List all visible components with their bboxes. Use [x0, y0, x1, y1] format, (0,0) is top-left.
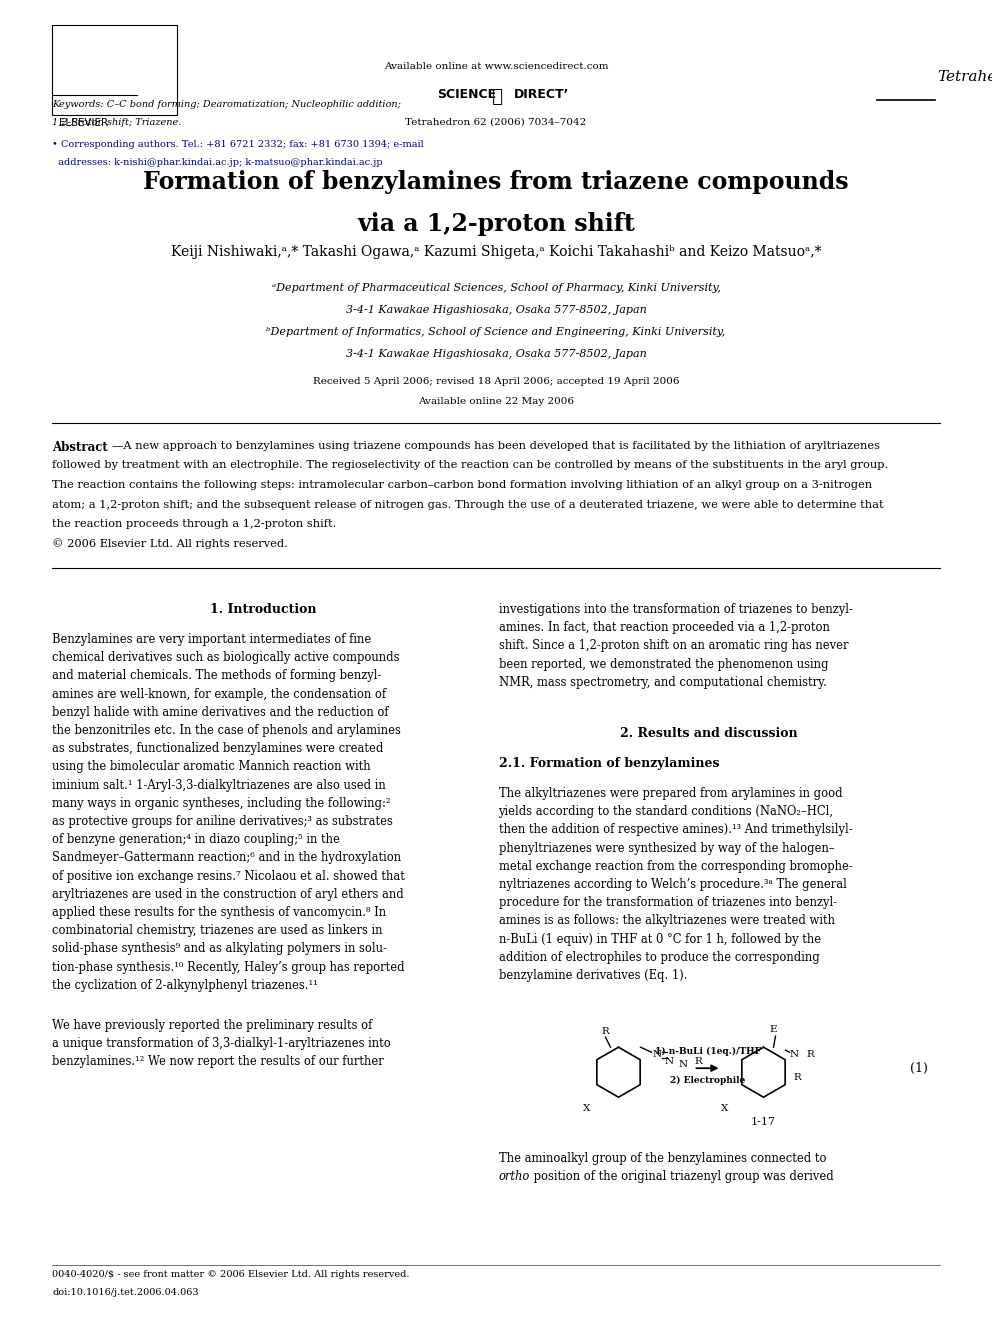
Text: DIRECT’: DIRECT’ [514, 89, 569, 101]
Text: amines is as follows: the alkyltriazenes were treated with: amines is as follows: the alkyltriazenes… [499, 914, 834, 927]
Text: E: E [770, 1025, 778, 1035]
Text: of positive ion exchange resins.⁷ Nicolaou et al. showed that: of positive ion exchange resins.⁷ Nicola… [52, 869, 405, 882]
Text: amines. In fact, that reaction proceeded via a 1,2-proton: amines. In fact, that reaction proceeded… [499, 622, 829, 634]
Text: Tetrahedron: Tetrahedron [937, 70, 992, 83]
Text: using the bimolecular aromatic Mannich reaction with: using the bimolecular aromatic Mannich r… [52, 761, 371, 774]
Text: The reaction contains the following steps: intramolecular carbon–carbon bond for: The reaction contains the following step… [52, 480, 872, 490]
Text: 1,2-Proton shift; Triazene.: 1,2-Proton shift; Triazene. [52, 118, 182, 127]
Text: the cyclization of 2-alkynylphenyl triazenes.¹¹: the cyclization of 2-alkynylphenyl triaz… [52, 979, 317, 992]
Text: shift. Since a 1,2-proton shift on an aromatic ring has never: shift. Since a 1,2-proton shift on an ar… [499, 639, 848, 652]
Text: addition of electrophiles to produce the corresponding: addition of electrophiles to produce the… [499, 951, 819, 963]
Text: Keiji Nishiwaki,ᵃ,* Takashi Ogawa,ᵃ Kazumi Shigeta,ᵃ Koichi Takahashiᵇ and Keizo: Keiji Nishiwaki,ᵃ,* Takashi Ogawa,ᵃ Kazu… [171, 245, 821, 259]
Text: position of the original triazenyl group was derived: position of the original triazenyl group… [530, 1171, 833, 1183]
Text: Available online at www.sciencedirect.com: Available online at www.sciencedirect.co… [384, 62, 608, 71]
Text: N: N [653, 1049, 662, 1058]
Text: a unique transformation of 3,3-dialkyl-1-aryltriazenes into: a unique transformation of 3,3-dialkyl-1… [52, 1037, 391, 1050]
Text: N: N [665, 1057, 674, 1066]
Text: aryltriazenes are used in the construction of aryl ethers and: aryltriazenes are used in the constructi… [52, 888, 404, 901]
Text: 1-17: 1-17 [751, 1117, 776, 1127]
Text: 1. Introduction: 1. Introduction [209, 603, 316, 617]
Text: been reported, we demonstrated the phenomenon using: been reported, we demonstrated the pheno… [499, 658, 828, 671]
Text: R: R [806, 1049, 814, 1058]
Text: benzylamines.¹² We now report the results of our further: benzylamines.¹² We now report the result… [52, 1056, 384, 1069]
Text: Benzylamines are very important intermediates of fine: Benzylamines are very important intermed… [52, 632, 371, 646]
FancyBboxPatch shape [52, 25, 177, 115]
Text: N: N [790, 1049, 799, 1058]
Text: • Corresponding authors. Tel.: +81 6721 2332; fax: +81 6730 1394; e-mail: • Corresponding authors. Tel.: +81 6721 … [52, 140, 424, 149]
Text: ELSEVIER: ELSEVIER [60, 118, 108, 128]
Text: tion-phase synthesis.¹⁰ Recently, Haley’s group has reported: tion-phase synthesis.¹⁰ Recently, Haley’… [52, 960, 405, 974]
Text: the reaction proceeds through a 1,2-proton shift.: the reaction proceeds through a 1,2-prot… [52, 519, 336, 529]
Text: 2.1. Formation of benzylamines: 2.1. Formation of benzylamines [499, 757, 719, 770]
Text: via a 1,2-proton shift: via a 1,2-proton shift [357, 212, 635, 235]
Text: Keywords: C–C bond forming; Dearomatization; Nucleophilic addition;: Keywords: C–C bond forming; Dearomatizat… [52, 101, 401, 108]
Text: Sandmeyer–Gattermann reaction;⁶ and in the hydroxylation: Sandmeyer–Gattermann reaction;⁶ and in t… [52, 852, 401, 864]
Text: R: R [794, 1073, 802, 1082]
Text: amines are well-known, for example, the condensation of: amines are well-known, for example, the … [52, 688, 386, 701]
Text: 1) n-BuLi (1eq.)/THF: 1) n-BuLi (1eq.)/THF [655, 1046, 761, 1056]
Text: as protective groups for aniline derivatives;³ as substrates: as protective groups for aniline derivat… [52, 815, 393, 828]
Text: The aminoalkyl group of the benzylamines connected to: The aminoalkyl group of the benzylamines… [499, 1152, 826, 1166]
Text: iminium salt.¹ 1-Aryl-3,3-dialkyltriazenes are also used in: iminium salt.¹ 1-Aryl-3,3-dialkyltriazen… [52, 779, 386, 791]
Text: SCIENCE: SCIENCE [436, 89, 496, 101]
Text: Tetrahedron 62 (2006) 7034–7042: Tetrahedron 62 (2006) 7034–7042 [406, 118, 586, 127]
Text: ᵃDepartment of Pharmaceutical Sciences, School of Pharmacy, Kinki University,: ᵃDepartment of Pharmaceutical Sciences, … [272, 283, 720, 292]
Text: of benzyne generation;⁴ in diazo coupling;⁵ in the: of benzyne generation;⁴ in diazo couplin… [52, 833, 340, 847]
Text: Received 5 April 2006; revised 18 April 2006; accepted 19 April 2006: Received 5 April 2006; revised 18 April … [312, 377, 680, 386]
Text: ⓐ: ⓐ [486, 89, 510, 106]
Text: (1): (1) [910, 1061, 928, 1074]
Text: procedure for the transformation of triazenes into benzyl-: procedure for the transformation of tria… [499, 896, 836, 909]
Text: nyltriazenes according to Welch’s procedure.³ᵃ The general: nyltriazenes according to Welch’s proced… [499, 878, 846, 890]
Text: metal exchange reaction from the corresponding bromophe-: metal exchange reaction from the corresp… [499, 860, 852, 873]
Text: —A new approach to benzylamines using triazene compounds has been developed that: —A new approach to benzylamines using tr… [112, 441, 880, 451]
Text: © 2006 Elsevier Ltd. All rights reserved.: © 2006 Elsevier Ltd. All rights reserved… [52, 538, 288, 549]
Text: combinatorial chemistry, triazenes are used as linkers in: combinatorial chemistry, triazenes are u… [52, 925, 383, 937]
Text: benzyl halide with amine derivatives and the reduction of: benzyl halide with amine derivatives and… [52, 705, 389, 718]
Text: as substrates, functionalized benzylamines were created: as substrates, functionalized benzylamin… [52, 742, 383, 755]
Text: followed by treatment with an electrophile. The regioselectivity of the reaction: followed by treatment with an electrophi… [52, 460, 888, 471]
Text: R: R [694, 1057, 702, 1066]
Text: N: N [679, 1060, 687, 1069]
Text: addresses: k-nishi@phar.kindai.ac.jp; k-matsuo@phar.kindai.ac.jp: addresses: k-nishi@phar.kindai.ac.jp; k-… [52, 157, 383, 167]
Text: 3-4-1 Kawakae Higashiosaka, Osaka 577-8502, Japan: 3-4-1 Kawakae Higashiosaka, Osaka 577-85… [345, 349, 647, 359]
Text: and material chemicals. The methods of forming benzyl-: and material chemicals. The methods of f… [52, 669, 381, 683]
Text: applied these results for the synthesis of vancomycin.⁸ In: applied these results for the synthesis … [52, 906, 386, 919]
Text: Abstract: Abstract [52, 441, 108, 454]
Text: doi:10.1016/j.tet.2006.04.063: doi:10.1016/j.tet.2006.04.063 [52, 1289, 198, 1297]
Text: X: X [583, 1105, 590, 1113]
Text: ortho: ortho [499, 1171, 530, 1183]
Text: Available online 22 May 2006: Available online 22 May 2006 [418, 397, 574, 406]
Text: 2) Electrophile: 2) Electrophile [670, 1076, 745, 1085]
Text: n-BuLi (1 equiv) in THF at 0 °C for 1 h, followed by the: n-BuLi (1 equiv) in THF at 0 °C for 1 h,… [499, 933, 820, 946]
Text: then the addition of respective amines).¹³ And trimethylsilyl-: then the addition of respective amines).… [499, 823, 852, 836]
Text: ᵇDepartment of Informatics, School of Science and Engineering, Kinki University,: ᵇDepartment of Informatics, School of Sc… [267, 327, 725, 337]
Text: X: X [721, 1105, 728, 1113]
Text: R: R [601, 1027, 609, 1036]
Text: phenyltriazenes were synthesized by way of the halogen–: phenyltriazenes were synthesized by way … [499, 841, 834, 855]
Text: 3-4-1 Kawakae Higashiosaka, Osaka 577-8502, Japan: 3-4-1 Kawakae Higashiosaka, Osaka 577-85… [345, 306, 647, 315]
Text: 0040-4020/$ - see front matter © 2006 Elsevier Ltd. All rights reserved.: 0040-4020/$ - see front matter © 2006 El… [52, 1270, 410, 1279]
Text: NMR, mass spectrometry, and computational chemistry.: NMR, mass spectrometry, and computationa… [499, 676, 826, 689]
Text: benzylamine derivatives (Eq. 1).: benzylamine derivatives (Eq. 1). [499, 968, 687, 982]
Text: solid-phase synthesis⁹ and as alkylating polymers in solu-: solid-phase synthesis⁹ and as alkylating… [52, 942, 387, 955]
Text: 2. Results and discussion: 2. Results and discussion [620, 728, 798, 740]
Text: atom; a 1,2-proton shift; and the subsequent release of nitrogen gas. Through th: atom; a 1,2-proton shift; and the subseq… [52, 500, 884, 509]
Text: Formation of benzylamines from triazene compounds: Formation of benzylamines from triazene … [143, 169, 849, 194]
Text: chemical derivatives such as biologically active compounds: chemical derivatives such as biologicall… [52, 651, 400, 664]
Text: investigations into the transformation of triazenes to benzyl-: investigations into the transformation o… [499, 603, 852, 617]
Text: The alkyltriazenes were prepared from arylamines in good: The alkyltriazenes were prepared from ar… [499, 787, 842, 800]
Text: We have previously reported the preliminary results of: We have previously reported the prelimin… [52, 1019, 372, 1032]
Text: yields according to the standard conditions (NaNO₂–HCl,: yields according to the standard conditi… [499, 806, 833, 818]
Text: many ways in organic syntheses, including the following:²: many ways in organic syntheses, includin… [52, 796, 391, 810]
Text: the benzonitriles etc. In the case of phenols and arylamines: the benzonitriles etc. In the case of ph… [52, 724, 401, 737]
